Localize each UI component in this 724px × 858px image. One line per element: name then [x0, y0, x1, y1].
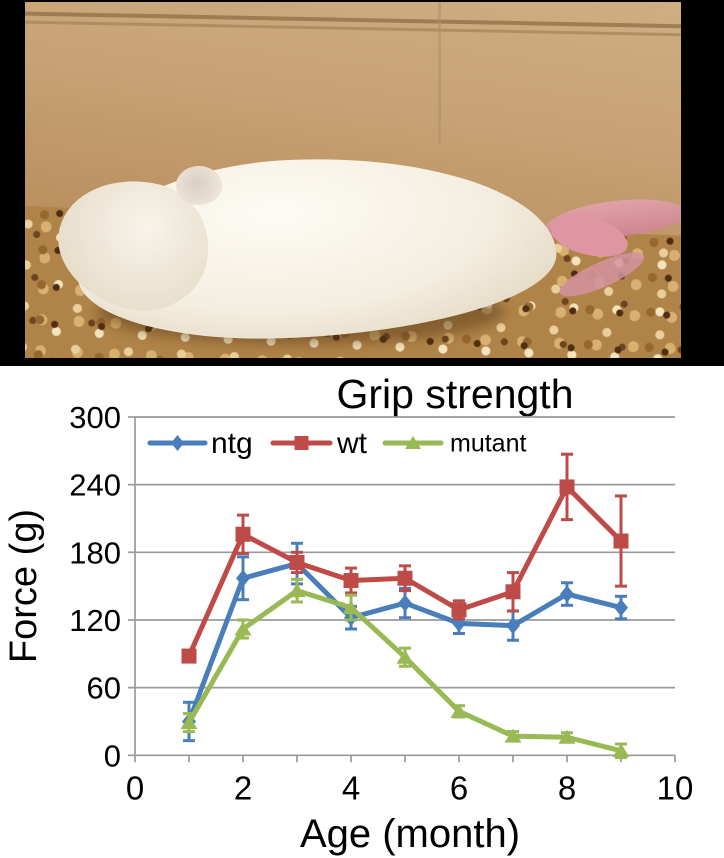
- legend-label-mutant: mutant: [450, 430, 526, 458]
- marker-wt-m6: [451, 602, 467, 618]
- marker-wt-m4: [343, 573, 359, 589]
- legend-marker-mutant: [405, 436, 421, 449]
- y-tick-label-240: 240: [69, 468, 121, 503]
- marker-mutant-m8: [558, 729, 576, 744]
- grip-strength-chart: Grip strength Force (g) Age (month) 0 60 1…: [0, 366, 724, 858]
- marker-mutant-m5: [396, 649, 414, 664]
- cage-wall-seam: [438, 2, 442, 145]
- x-tick-label-4: 4: [342, 769, 360, 806]
- x-tick-label-10: 10: [657, 769, 694, 806]
- mouse-ear: [175, 165, 222, 205]
- marker-mutant-m4: [342, 600, 360, 615]
- legend-marker-ntg: [171, 435, 184, 451]
- marker-wt-m8: [559, 479, 575, 495]
- marker-mutant-m3: [288, 583, 306, 598]
- x-tick-label-8: 8: [558, 769, 576, 806]
- mouse-photo: [25, 2, 681, 358]
- marker-mutant-m9: [612, 743, 630, 758]
- x-tick-label-0: 0: [126, 769, 144, 806]
- x-tick-label-2: 2: [234, 769, 252, 806]
- photo-frame: [0, 0, 724, 366]
- y-tick-label-0: 0: [104, 738, 121, 773]
- x-axis-label: Age (month): [300, 812, 520, 856]
- marker-wt-m9: [613, 533, 629, 549]
- marker-mutant-m7: [504, 728, 522, 743]
- x-tick-label-6: 6: [450, 769, 468, 806]
- marker-wt-m5: [397, 570, 413, 586]
- chart-title: Grip strength: [337, 371, 574, 417]
- marker-wt-m7: [505, 584, 521, 600]
- marker-wt-m3: [289, 554, 305, 570]
- plot-layer: 0 60 120 180 240 300 0 2 4 6 8 10 ntg wt mutant: [69, 400, 693, 806]
- legend-label-ntg: ntg: [211, 427, 253, 460]
- marker-mutant-m2: [234, 621, 252, 636]
- marker-mutant-m1: [180, 715, 198, 730]
- marker-ntg-m2: [236, 569, 250, 587]
- marker-ntg-m8: [560, 585, 574, 603]
- y-tick-label-300: 300: [69, 400, 121, 435]
- marker-ntg-m5: [398, 594, 412, 612]
- y-tick-label-120: 120: [69, 603, 121, 638]
- legend-label-wt: wt: [336, 427, 368, 460]
- marker-ntg-m7: [506, 617, 520, 635]
- y-tick-label-60: 60: [87, 671, 121, 706]
- marker-wt-m2: [235, 526, 251, 542]
- marker-mutant-m6: [450, 703, 468, 718]
- marker-ntg-m9: [614, 599, 628, 617]
- y-tick-label-180: 180: [69, 535, 121, 570]
- marker-wt-m1: [181, 648, 197, 664]
- chart-svg: Grip strength Force (g) Age (month) 0601…: [3, 371, 693, 856]
- legend-marker-wt: [294, 436, 309, 450]
- y-axis-label: Force (g): [3, 509, 45, 663]
